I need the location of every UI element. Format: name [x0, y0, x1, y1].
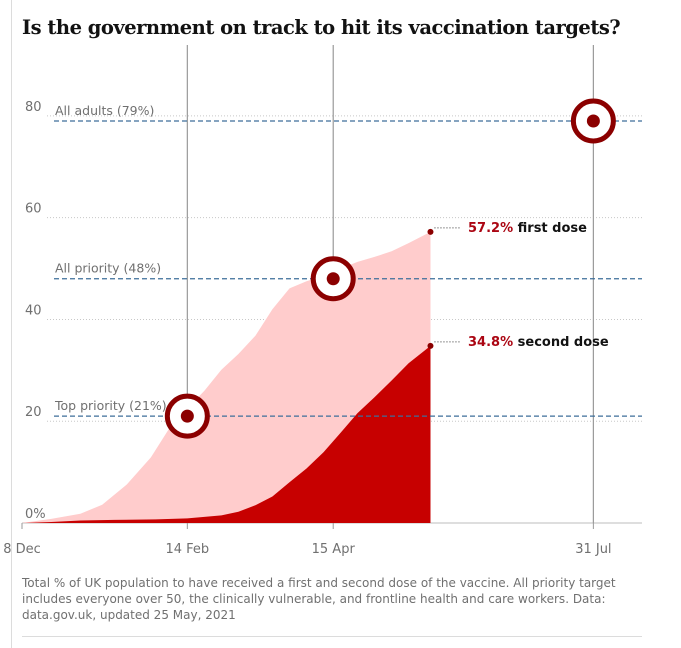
- target-icon: [310, 256, 356, 302]
- target-icon-center: [586, 114, 600, 128]
- target-label: Top priority (21%): [54, 398, 167, 413]
- series-end-value: 34.8%: [468, 335, 518, 350]
- series-end-name: second dose: [518, 335, 609, 350]
- vaccination-chart: 0% 20 40 60 80 8 Dec 14 Feb 15 Apr 31 Jul Top pr…: [3, 45, 642, 557]
- target-icon-layer: [164, 98, 616, 439]
- target-icon-center: [326, 272, 340, 286]
- y-tick-label: 60: [25, 202, 42, 217]
- x-tick-label: 14 Feb: [165, 542, 209, 557]
- y-tick-label: 20: [25, 405, 42, 420]
- x-tick-label: 8 Dec: [3, 542, 41, 557]
- label-layer: 57.2% first dose 34.8% second dose: [427, 221, 609, 350]
- y-tick-label: 40: [25, 303, 42, 318]
- target-label: All priority (48%): [55, 261, 161, 276]
- series-end-label: 34.8% second dose: [468, 335, 609, 350]
- chart-caption: Total % of UK population to have receive…: [22, 576, 616, 622]
- chart-title: Is the government on track to hit its va…: [22, 16, 621, 39]
- area-layer: [22, 231, 431, 523]
- target-icon-center: [180, 409, 194, 423]
- target-label: All adults (79%): [55, 103, 154, 118]
- target-icon: [570, 98, 616, 144]
- series-end-name: first dose: [518, 221, 587, 236]
- y-tick-label: 80: [25, 100, 42, 115]
- x-tick-label: 15 Apr: [312, 542, 356, 557]
- y-tick-label: 0%: [25, 507, 46, 522]
- target-icon: [164, 393, 210, 439]
- grid-layer: 0% 20 40 60 80 8 Dec 14 Feb 15 Apr 31 Jul: [3, 100, 642, 557]
- second-dose-area: [22, 345, 431, 523]
- left-frame-border: [0, 0, 12, 648]
- series-end-label: 57.2% first dose: [468, 221, 587, 236]
- series-end-dot: [427, 228, 434, 235]
- bottom-divider: [22, 636, 642, 637]
- series-end-dot: [427, 342, 434, 349]
- x-tick-label: 31 Jul: [575, 542, 611, 557]
- target-line-layer: Top priority (21%) All priority (48%) All …: [54, 103, 642, 417]
- series-end-value: 57.2%: [468, 221, 518, 236]
